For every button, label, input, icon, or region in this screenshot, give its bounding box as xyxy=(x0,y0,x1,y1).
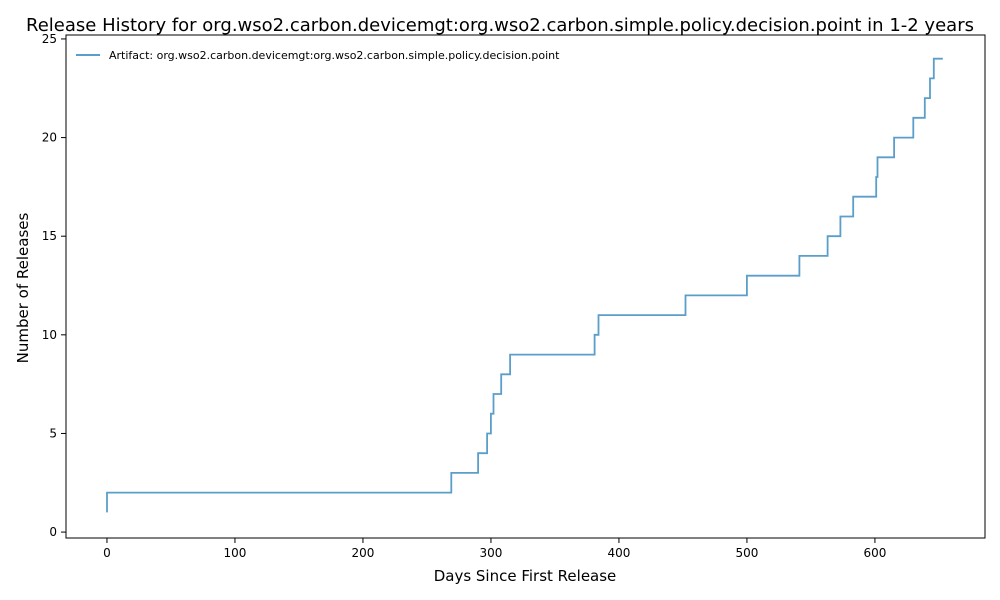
plot-frame xyxy=(65,34,986,539)
y-axis: 0 5 10 15 20 25 xyxy=(42,32,66,539)
x-tick-label: 600 xyxy=(863,546,886,560)
y-tick-label: 25 xyxy=(42,32,57,46)
chart-title: Release History for org.wso2.carbon.devi… xyxy=(26,15,974,36)
x-tick-label: 300 xyxy=(479,546,502,560)
x-tick-label: 400 xyxy=(607,546,630,560)
y-tick-label: 20 xyxy=(42,131,57,145)
legend: Artifact: org.wso2.carbon.devicemgt:org.… xyxy=(76,49,560,62)
x-tick-label: 200 xyxy=(351,546,374,560)
x-tick-label: 0 xyxy=(103,546,111,560)
y-axis-label: Number of Releases xyxy=(14,212,32,363)
y-tick-label: 5 xyxy=(49,426,57,440)
legend-label: Artifact: org.wso2.carbon.devicemgt:org.… xyxy=(109,49,560,62)
y-tick-label: 15 xyxy=(42,229,57,243)
y-tick-label: 10 xyxy=(42,328,57,342)
x-tick-label: 500 xyxy=(735,546,758,560)
plot-area xyxy=(65,34,986,539)
y-tick-label: 0 xyxy=(49,525,57,539)
x-axis-label: Days Since First Release xyxy=(434,567,617,585)
x-axis: 0 100 200 300 400 500 600 xyxy=(103,538,886,560)
series-line xyxy=(106,57,943,513)
x-tick-label: 100 xyxy=(223,546,246,560)
series-layer xyxy=(106,57,943,513)
